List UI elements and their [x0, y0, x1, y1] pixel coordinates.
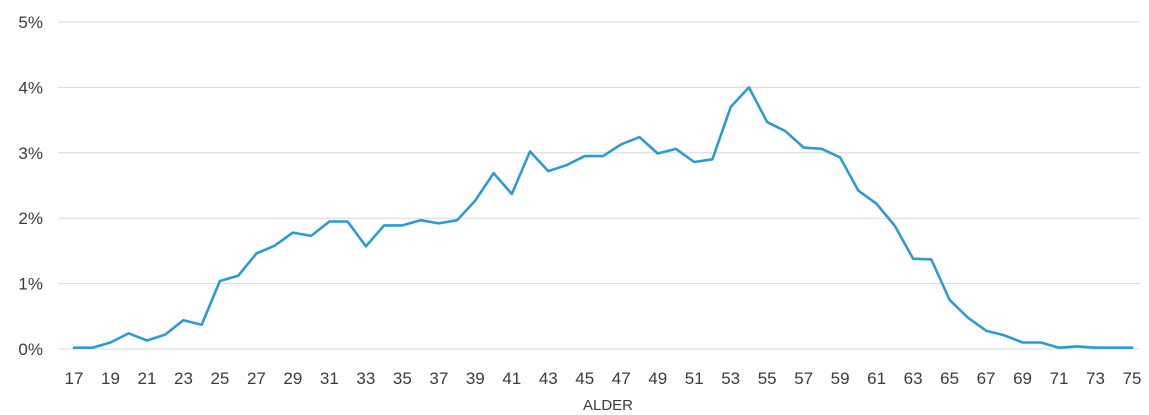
- x-tick-label: 17: [65, 369, 84, 388]
- x-tick-label: 75: [1123, 369, 1142, 388]
- y-tick-label: 2%: [18, 209, 43, 228]
- series-layer: [72, 86, 1134, 350]
- x-tick-label: 59: [831, 369, 850, 388]
- x-tick-label: 27: [247, 369, 266, 388]
- x-tick-label: 73: [1086, 369, 1105, 388]
- x-tick-label: 23: [174, 369, 193, 388]
- y-tick-label: 4%: [18, 78, 43, 97]
- y-tick-label: 0%: [18, 340, 43, 359]
- series-line: [72, 86, 1134, 350]
- x-tick-label: 61: [867, 369, 886, 388]
- y-tick-label: 5%: [18, 13, 43, 32]
- x-tick-label: 71: [1050, 369, 1069, 388]
- x-axis-title: ALDER: [583, 397, 633, 414]
- y-axis-ticks: 0% 1% 2% 3% 4% 5%: [18, 13, 43, 359]
- y-tick-label: 1%: [18, 275, 43, 294]
- x-tick-label: 49: [648, 369, 667, 388]
- x-tick-label: 21: [138, 369, 157, 388]
- x-axis-ticks: 17 19 21 23 25 27 29 31 33 35 37 39 41 43 45 47 49 51 53 55…: [65, 369, 1142, 388]
- x-tick-label: 33: [356, 369, 375, 388]
- x-tick-label: 47: [612, 369, 631, 388]
- x-tick-label: 45: [575, 369, 594, 388]
- x-tick-label: 43: [539, 369, 558, 388]
- x-tick-label: 51: [685, 369, 704, 388]
- y-tick-label: 3%: [18, 144, 43, 163]
- x-tick-label: 31: [320, 369, 339, 388]
- x-tick-label: 63: [904, 369, 923, 388]
- x-tick-label: 19: [101, 369, 120, 388]
- x-tick-label: 41: [502, 369, 521, 388]
- x-tick-label: 53: [721, 369, 740, 388]
- x-tick-label: 65: [940, 369, 959, 388]
- x-tick-label: 35: [393, 369, 412, 388]
- x-tick-label: 37: [429, 369, 448, 388]
- x-tick-label: 67: [977, 369, 996, 388]
- x-tick-label: 55: [758, 369, 777, 388]
- x-tick-label: 25: [210, 369, 229, 388]
- x-tick-label: 39: [466, 369, 485, 388]
- x-tick-label: 29: [283, 369, 302, 388]
- x-tick-label: 57: [794, 369, 813, 388]
- x-tick-label: 69: [1013, 369, 1032, 388]
- gridlines: [58, 21, 1140, 350]
